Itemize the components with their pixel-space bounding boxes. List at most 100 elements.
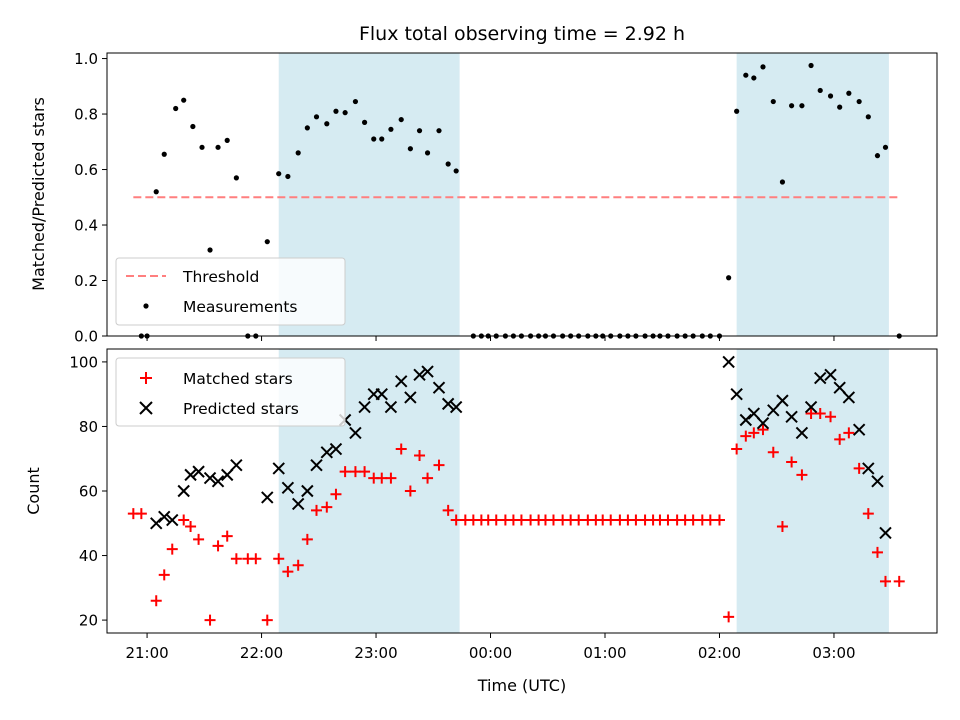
measurement-point bbox=[846, 90, 852, 96]
predicted-star-point bbox=[166, 513, 179, 527]
predicted-star-point bbox=[404, 391, 417, 404]
top-panel-frame bbox=[106, 52, 938, 337]
matched-star-point bbox=[786, 456, 798, 468]
bottom-y-tick-label: 80 bbox=[79, 418, 98, 436]
predicted-star-point bbox=[852, 423, 866, 436]
matched-star-point bbox=[166, 543, 178, 555]
top-shaded-intervals bbox=[278, 53, 889, 336]
top-y-tick-label: 0.4 bbox=[74, 217, 98, 235]
matched-star-point bbox=[158, 569, 170, 581]
predicted-star-point bbox=[291, 497, 305, 511]
measurement-point bbox=[264, 239, 270, 245]
measurement-point bbox=[361, 119, 368, 125]
matched-star-point bbox=[893, 575, 905, 587]
measurement-point bbox=[770, 98, 776, 105]
legend-measurements-swatch bbox=[143, 303, 149, 309]
measurement-point bbox=[874, 153, 881, 159]
matched-star-point bbox=[221, 530, 233, 542]
matched-star-point bbox=[330, 488, 342, 500]
top-shaded-interval-1 bbox=[736, 53, 889, 336]
measurement-point bbox=[734, 108, 740, 114]
predicted-star-point bbox=[158, 510, 171, 524]
top-legend: Threshold Measurements bbox=[115, 257, 346, 326]
measurement-point bbox=[398, 116, 404, 123]
measurement-point bbox=[190, 123, 196, 130]
predicted-star-point bbox=[421, 365, 434, 378]
predicted-star-point bbox=[320, 446, 334, 459]
top-x-ticks bbox=[146, 336, 835, 341]
predicted-star-point bbox=[441, 397, 455, 411]
predicted-star-point bbox=[192, 465, 205, 478]
bottom-y-tick-label: 40 bbox=[79, 547, 98, 565]
measurement-point bbox=[817, 87, 823, 94]
matched-star-point bbox=[757, 424, 769, 436]
matched-star-point bbox=[767, 446, 779, 458]
predicted-star-point bbox=[804, 400, 818, 414]
matched-star-point bbox=[385, 472, 397, 484]
matched-star-point bbox=[853, 462, 865, 474]
measurement-point bbox=[333, 108, 339, 114]
predicted-star-point bbox=[879, 526, 892, 540]
matched-star-point bbox=[273, 553, 285, 565]
predicted-star-point bbox=[384, 400, 398, 414]
matched-star-point bbox=[261, 614, 273, 626]
bottom-y-tick-label: 20 bbox=[79, 612, 98, 630]
matched-star-point bbox=[414, 450, 426, 461]
predicted-star-point bbox=[449, 400, 463, 414]
measurement-point bbox=[161, 151, 167, 157]
matched-star-point bbox=[359, 466, 371, 478]
legend-matched-swatch bbox=[140, 372, 152, 384]
legend-matched-label: Matched stars bbox=[183, 370, 293, 388]
bottom-panel: 20 40 60 80 100 21:00 22:00 23:00 00:00 01:00 02:… bbox=[24, 348, 938, 695]
predicted-star-point bbox=[272, 462, 285, 475]
matched-star-point bbox=[862, 508, 874, 520]
chart-title: Flux total observing time = 2.92 h bbox=[359, 23, 685, 45]
predicted-star-point bbox=[220, 468, 234, 482]
predicted-star-point bbox=[358, 400, 371, 414]
predicted-star-point bbox=[842, 391, 856, 404]
matched-star-point bbox=[204, 614, 216, 626]
predicted-star-point bbox=[184, 468, 197, 482]
matched-star-point bbox=[301, 533, 313, 545]
measurement-point bbox=[779, 179, 786, 185]
measurement-point bbox=[181, 97, 187, 103]
bottom-y-tick-label: 100 bbox=[69, 353, 98, 371]
measurement-point bbox=[760, 64, 766, 70]
matched-star-point bbox=[395, 443, 407, 455]
bottom-y-tick-label: 60 bbox=[79, 483, 98, 501]
measurement-point bbox=[285, 173, 291, 180]
top-panel: 0.0 0.2 0.4 0.6 0.8 1.0 Matched/Predicted sta… bbox=[29, 50, 938, 346]
bottom-shaded-intervals bbox=[278, 349, 889, 633]
predicted-star-point bbox=[722, 355, 735, 369]
predicted-star-point bbox=[739, 413, 753, 427]
predicted-star-point bbox=[871, 475, 884, 488]
measurement-point bbox=[324, 121, 330, 127]
x-tick-label: 03:00 bbox=[812, 644, 855, 662]
measurement-point bbox=[207, 247, 213, 253]
legend-predicted-label: Predicted stars bbox=[183, 400, 299, 418]
matched-star-point bbox=[796, 469, 808, 481]
top-y-axis-label: Matched/Predicted stars bbox=[29, 97, 48, 291]
measurement-point bbox=[379, 136, 385, 142]
bottom-panel-marks bbox=[127, 355, 905, 626]
measurement-point bbox=[371, 136, 377, 142]
bottom-x-ticks: 21:00 22:00 23:00 00:00 01:00 02:00 03:00 bbox=[125, 633, 856, 662]
predicted-star-point bbox=[785, 410, 798, 423]
matched-star-point bbox=[292, 559, 304, 571]
matched-star-point bbox=[723, 611, 735, 623]
predicted-star-point bbox=[375, 387, 388, 401]
matched-star-point bbox=[422, 472, 434, 484]
predicted-star-point bbox=[413, 368, 426, 382]
matched-star-point bbox=[871, 546, 883, 558]
matched-star-point bbox=[230, 553, 242, 565]
predicted-star-point bbox=[177, 484, 190, 498]
predicted-star-point bbox=[432, 381, 446, 394]
measurement-point bbox=[424, 150, 431, 156]
measurement-point bbox=[445, 161, 451, 167]
predicted-star-point bbox=[747, 407, 761, 420]
legend-threshold-label: Threshold bbox=[182, 268, 259, 286]
matched-star-point bbox=[834, 433, 846, 445]
predicted-star-point bbox=[349, 426, 362, 440]
predicted-star-point bbox=[756, 417, 770, 430]
